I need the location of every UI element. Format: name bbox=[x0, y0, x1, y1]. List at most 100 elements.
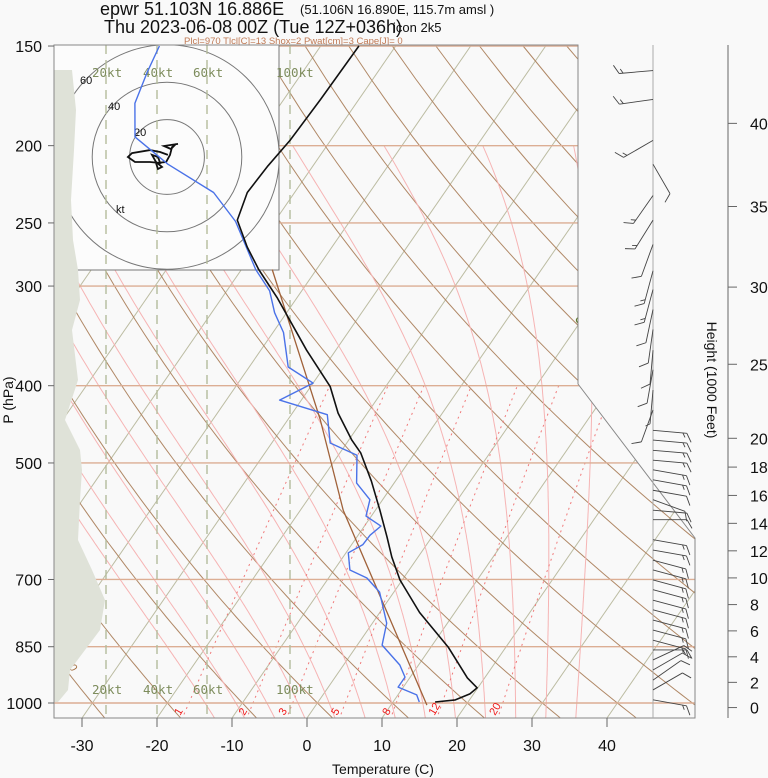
wind-barb bbox=[640, 350, 654, 389]
wind-barb-shaft bbox=[652, 619, 686, 630]
wind-barb-feather bbox=[682, 432, 686, 438]
wind-barb-feather bbox=[682, 452, 686, 458]
moist-adiabat-line bbox=[150, 145, 427, 718]
y-tick-label: 200 bbox=[15, 139, 42, 156]
wind-barb-feather bbox=[681, 577, 684, 583]
wind-barb bbox=[652, 163, 671, 203]
wind-barb-feather bbox=[685, 628, 689, 639]
wind-barb bbox=[652, 589, 689, 609]
wind-barb-shaft bbox=[619, 98, 654, 105]
wind-barb-feather bbox=[681, 597, 684, 603]
wind-barb-feather bbox=[638, 362, 649, 368]
y-tick-label: 700 bbox=[15, 572, 42, 589]
y2-tick-label: 4 bbox=[750, 650, 759, 667]
wind-barb bbox=[631, 409, 654, 445]
wind-barb-shaft bbox=[652, 645, 685, 661]
valid-time: Thu 2023-06-08 00Z (Tue 12Z+036h) bbox=[104, 17, 402, 37]
wind-barb-feather bbox=[686, 649, 693, 659]
wind-barb-shaft bbox=[652, 629, 686, 640]
wind-barb bbox=[612, 95, 654, 105]
isotherm-line bbox=[531, 45, 695, 718]
wind-barb-shaft bbox=[652, 609, 686, 620]
wind-barb-feather bbox=[685, 568, 689, 579]
wind-barb-shaft bbox=[652, 479, 687, 487]
wind-barb-feather bbox=[686, 496, 691, 506]
y-tick-label: 850 bbox=[15, 640, 42, 657]
wind-barb bbox=[634, 289, 654, 326]
y-tick-label: 150 bbox=[15, 39, 42, 56]
wind-barb-feather bbox=[682, 649, 686, 655]
wind-barb-feather bbox=[681, 587, 684, 593]
hodograph-ring-label: 20 bbox=[134, 127, 146, 139]
y-tick-label: 300 bbox=[15, 279, 42, 296]
sounding-indices: Plcl=970 Tlcl[C]=13 Shox=2 Pwat[cm]=3 Ca… bbox=[184, 36, 403, 47]
hodograph-ring bbox=[129, 119, 205, 195]
mixing-ratio-label: 1 bbox=[172, 706, 185, 717]
wind-scale-label-bottom: 60kt bbox=[193, 682, 223, 697]
x-axis-label: Temperature (C) bbox=[332, 761, 434, 777]
moist-adiabat-line bbox=[292, 145, 487, 718]
wind-barb-feather bbox=[681, 617, 684, 623]
mixing-ratio-label: 20 bbox=[487, 701, 504, 718]
y2-tick-label: 35 bbox=[750, 200, 768, 217]
y-axis-label: P (hPa) bbox=[0, 376, 16, 423]
station-coords: (51.106N 16.890E, 115.7m amsl ) bbox=[300, 2, 494, 17]
wind-barb bbox=[652, 549, 691, 566]
wind-barb bbox=[652, 489, 691, 506]
wind-barb-feather bbox=[686, 512, 692, 523]
wind-barb-feather bbox=[612, 95, 620, 105]
wind-scale-label-top: 40kt bbox=[143, 65, 173, 80]
wind-barb-feather bbox=[682, 704, 685, 710]
wind-barb bbox=[652, 469, 691, 486]
moist-adiabat-line bbox=[96, 145, 397, 718]
wind-barb-feather bbox=[686, 555, 691, 566]
wind-barb-feather bbox=[685, 608, 689, 619]
wind-barb bbox=[637, 369, 654, 408]
wind-barb-feather bbox=[685, 618, 689, 629]
wind-barb-shaft bbox=[652, 599, 686, 610]
parcel-curve bbox=[271, 269, 428, 706]
wind-barb-feather bbox=[686, 442, 692, 453]
wind-scale-label-bottom: 100kt bbox=[276, 682, 314, 697]
wind-barb-feather bbox=[622, 152, 628, 156]
wind-barb-feather bbox=[623, 222, 634, 224]
wind-barb bbox=[652, 699, 691, 716]
wind-barb bbox=[652, 672, 692, 691]
dry-adiabat-line bbox=[741, 46, 768, 720]
wind-barb-shaft bbox=[652, 569, 686, 580]
wind-barb bbox=[652, 645, 693, 661]
wind-barb bbox=[652, 660, 691, 681]
wind-barb-feather bbox=[680, 660, 691, 666]
wind-barb-shaft bbox=[623, 140, 654, 158]
wind-barb-feather bbox=[681, 567, 684, 573]
wind-barb-shaft bbox=[619, 70, 654, 74]
wind-barb bbox=[652, 579, 689, 599]
x-tick-label: 10 bbox=[373, 738, 391, 755]
wind-barb bbox=[652, 559, 689, 579]
wind-barb-feather bbox=[631, 441, 642, 445]
wind-barb-feather bbox=[637, 402, 648, 408]
wind-barb-shaft bbox=[649, 389, 654, 424]
wind-barb-feather bbox=[685, 588, 689, 599]
y-tick-label: 400 bbox=[15, 379, 42, 396]
y2-axis-label: Height (1000 Feet) bbox=[704, 322, 720, 439]
wind-barb bbox=[652, 439, 692, 453]
wind-scale-label-top: 100kt bbox=[276, 65, 314, 80]
y2-tick-label: 0 bbox=[750, 701, 759, 718]
wind-barb bbox=[636, 309, 654, 347]
hodograph-ring bbox=[91, 81, 243, 233]
dry-adiabat-line bbox=[54, 45, 259, 718]
wind-barb-shaft bbox=[645, 309, 654, 343]
isotherm-line bbox=[156, 45, 622, 718]
wind-barb-shaft bbox=[652, 539, 687, 547]
moist-adiabat-line bbox=[482, 145, 550, 718]
wind-barb-feather bbox=[686, 475, 691, 486]
y2-tick-label: 6 bbox=[750, 624, 759, 641]
dry-adiabat-line bbox=[54, 45, 183, 718]
wind-barb-feather bbox=[681, 627, 684, 633]
wind-barb-feather bbox=[619, 68, 624, 74]
wind-barb-feather bbox=[682, 652, 692, 659]
wind-barb-shaft bbox=[643, 270, 654, 304]
x-tick-label: 20 bbox=[448, 738, 466, 755]
